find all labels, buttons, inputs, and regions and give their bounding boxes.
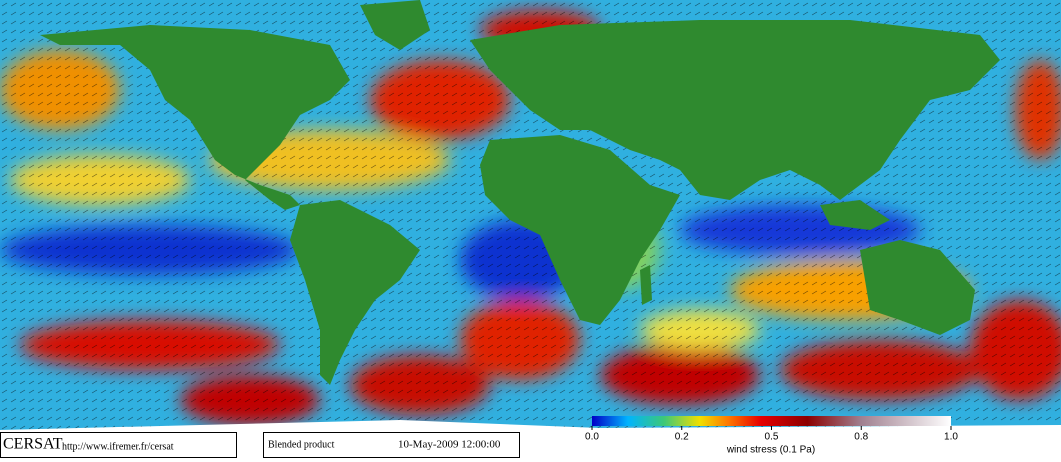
colorbar-tick-label: 0.8 bbox=[854, 432, 868, 443]
colorbar-label: wind stress (0.1 Pa) bbox=[726, 445, 815, 456]
logo-box bbox=[0, 432, 237, 458]
logo: CERSAT bbox=[3, 436, 63, 453]
product-box bbox=[263, 432, 520, 458]
colorbar-tick-label: 1.0 bbox=[944, 432, 958, 443]
date: 10-May-2009 12:00:00 bbox=[398, 439, 501, 451]
colorbar bbox=[592, 416, 951, 426]
colorbar-tick-label: 0.0 bbox=[585, 432, 599, 443]
land bbox=[40, 0, 1000, 385]
colorbar-tick-label: 0.5 bbox=[765, 432, 779, 443]
url: http://www.ifremer.fr/cersat bbox=[62, 441, 174, 452]
product: Blended product bbox=[268, 439, 335, 450]
colorbar-tick-label: 0.2 bbox=[675, 432, 689, 443]
